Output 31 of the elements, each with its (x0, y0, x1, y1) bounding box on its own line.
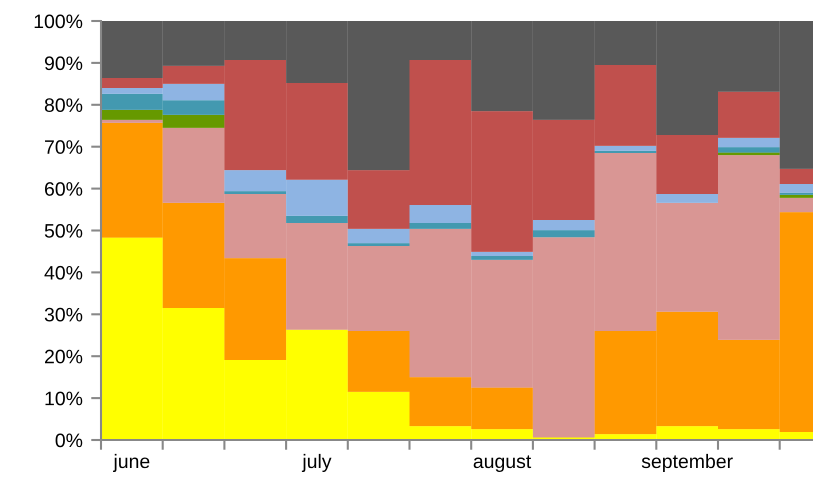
bar (471, 252, 533, 256)
y-tick-label: 100% (34, 14, 82, 28)
y-tick-label: 50% (44, 224, 82, 238)
y-tick-label: 40% (44, 266, 82, 280)
bar (471, 256, 533, 260)
bar (410, 222, 472, 229)
x-tick-label: august (474, 455, 532, 472)
bar (224, 191, 286, 194)
y-tick-label: 60% (45, 182, 82, 196)
y-tick-label: 10% (46, 392, 82, 406)
y-tick-label: 90% (44, 56, 82, 70)
bar (348, 243, 410, 246)
bar (410, 204, 472, 223)
x-tick-label: september (642, 454, 733, 472)
bar (532, 220, 595, 230)
bar (348, 228, 410, 244)
y-tick-label: 0% (56, 433, 82, 448)
bar (101, 120, 163, 123)
y-tick-label: 20% (45, 350, 82, 364)
bar (594, 146, 656, 151)
bar (532, 230, 595, 238)
x-tick-label: june (112, 454, 150, 472)
y-tick-label: 70% (45, 140, 82, 154)
bar (718, 152, 780, 156)
y-tick-label: 30% (44, 308, 82, 322)
bar (656, 194, 718, 203)
y-tick-label: 80% (44, 98, 82, 112)
bar (718, 138, 780, 148)
bar (718, 147, 780, 153)
x-tick-label: july (302, 454, 332, 472)
bar (286, 216, 348, 223)
